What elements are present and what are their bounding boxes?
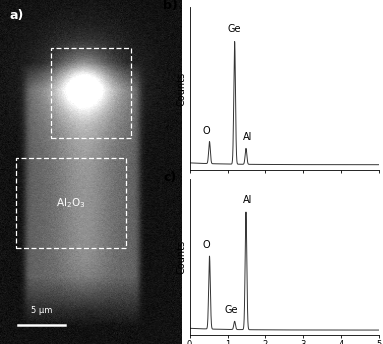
Y-axis label: Counts: Counts [177,72,187,106]
Text: Al: Al [242,132,252,142]
Text: Ge: Ge [228,24,241,34]
Bar [16,158,126,248]
Text: Al: Al [242,195,252,205]
Text: a): a) [9,9,23,22]
Bar [51,48,131,138]
Text: O: O [203,126,211,136]
Text: Al$_2$O$_3$: Al$_2$O$_3$ [56,196,86,210]
Text: b): b) [163,0,178,12]
Text: Ge: Ge [84,91,98,101]
Text: 5 μm: 5 μm [31,306,52,315]
Text: O: O [202,240,210,250]
Text: Ge: Ge [224,305,238,315]
Y-axis label: Counts: Counts [177,240,187,274]
Text: c): c) [163,171,176,184]
